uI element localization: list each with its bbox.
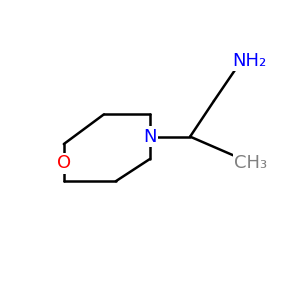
Text: O: O: [57, 154, 71, 172]
Text: N: N: [143, 128, 157, 146]
Text: NH₂: NH₂: [232, 52, 267, 70]
Text: CH₃: CH₃: [235, 154, 268, 172]
